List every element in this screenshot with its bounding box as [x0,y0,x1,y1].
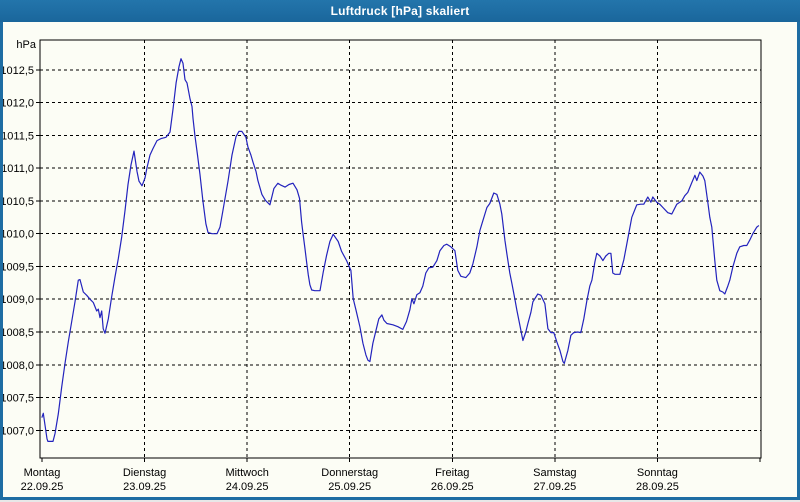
x-axis-day-label: Dienstag [123,467,166,479]
y-axis-tick-label: 1011,5 [3,130,34,142]
pressure-line-chart: 1007,0 1007,5 1008,0 1008,5 1009,0 1009,5 1010… [0,39,762,493]
y-axis-tick-label: 1009,5 [3,261,34,273]
x-axis-date-label: 23.09.25 [123,481,166,493]
x-axis-date-label: 28.09.25 [636,481,679,493]
x-axis-day-label: Samstag [533,467,576,479]
y-axis-tick-label: 1007,5 [3,393,34,405]
x-axis-day-label: Freitag [435,467,469,479]
x-axis-date-label: 25.09.25 [328,481,371,493]
x-axis-date-label: 24.09.25 [226,481,269,493]
y-axis-tick-label: 1008,0 [3,360,34,372]
plot-area-border [39,39,762,459]
x-axis-day-label: Mittwoch [225,467,268,479]
window-titlebar: Luftdruck [hPa] skaliert [0,0,800,22]
y-axis-tick-label: 1012,5 [3,65,34,77]
y-axis-tick-label: 1011,0 [3,163,34,175]
y-axis-tick-label: 1012,0 [3,98,34,110]
y-axis-unit-label: hPa [16,39,36,51]
y-axis-tick-label: 1007,0 [3,425,34,437]
x-axis-day-label: Sonntag [637,467,678,479]
y-axis-tick-label: 1010,5 [3,196,34,208]
y-axis-tick-label: 1008,5 [3,327,34,339]
y-axis-tick-label: 1010,0 [3,229,34,241]
x-axis-day-label: Donnerstag [321,467,378,479]
x-axis-day-label: Montag [24,467,61,479]
x-axis-date-label: 27.09.25 [533,481,576,493]
x-axis-date-label: 22.09.25 [21,481,64,493]
pressure-series-line [41,58,760,442]
y-axis-tick-label: 1009,0 [3,294,34,306]
x-axis-date-label: 26.09.25 [431,481,474,493]
chart-content: 1007,0 1007,5 1008,0 1008,5 1009,0 1009,5 1010… [0,22,797,497]
window-title: Luftdruck [hPa] skaliert [330,4,470,18]
